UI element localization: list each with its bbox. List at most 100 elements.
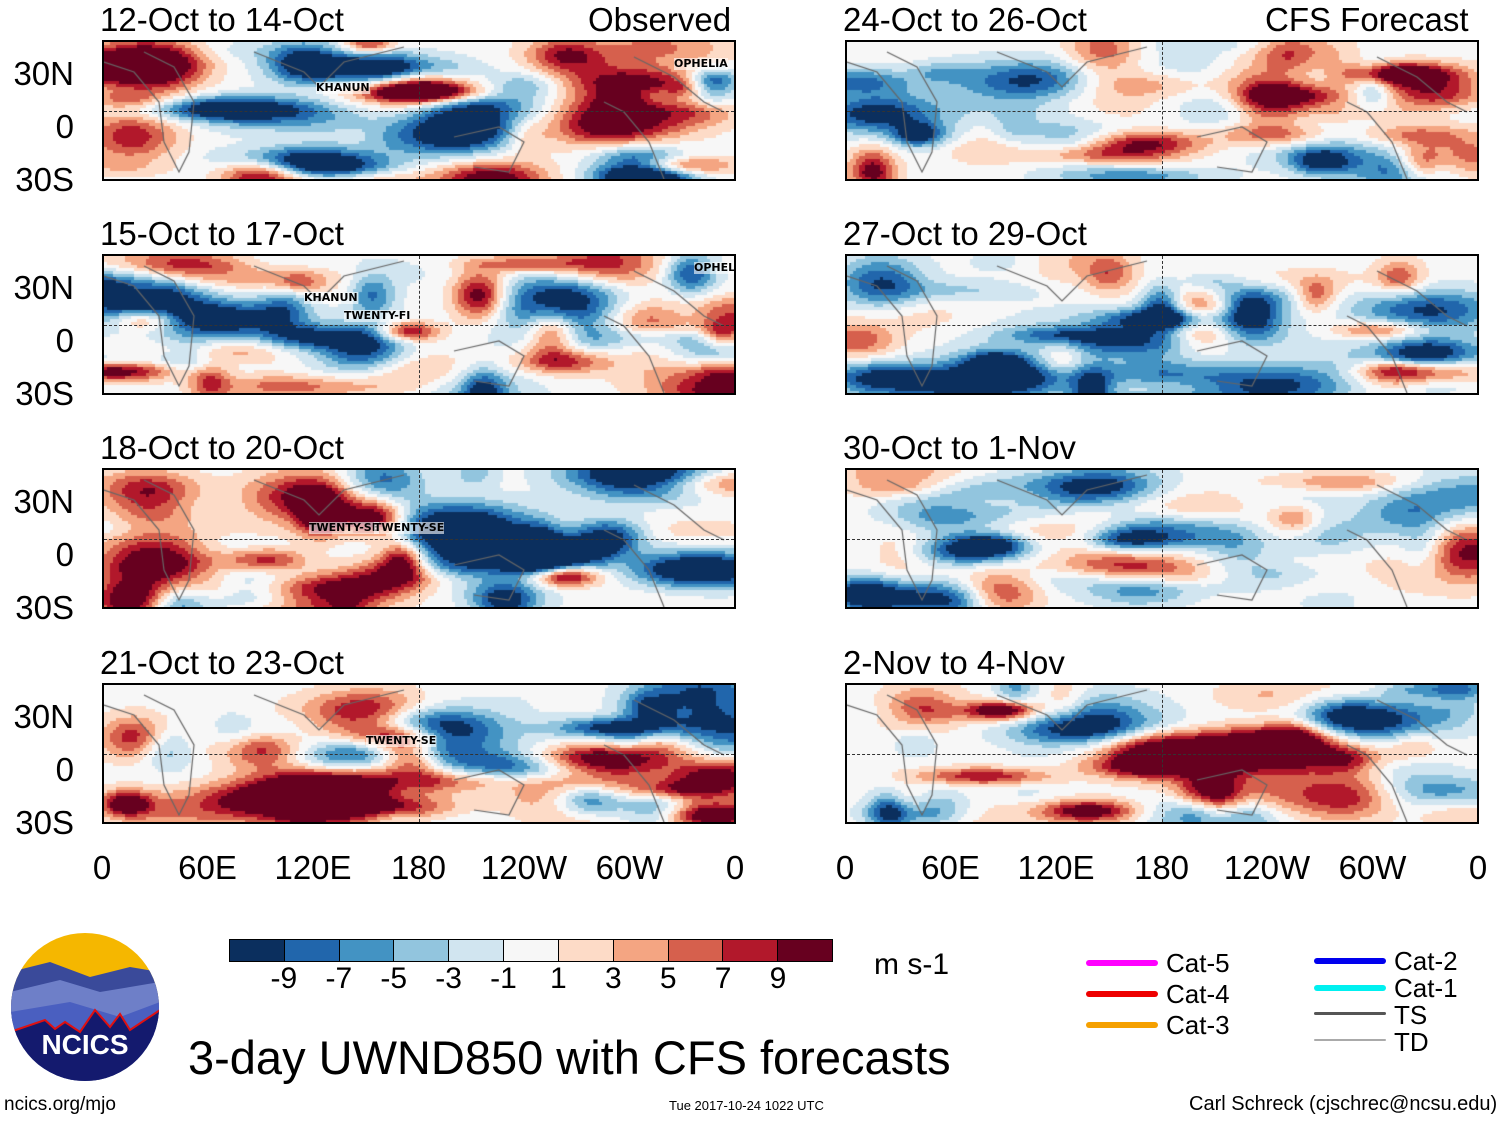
legend-line-cat-3 xyxy=(1086,1022,1158,1028)
panel-title: 21-Oct to 23-Oct xyxy=(100,644,344,681)
colorbar-swatch xyxy=(723,940,779,961)
colorbar-tick-label: -5 xyxy=(380,962,408,995)
observed-label: Observed xyxy=(588,1,732,38)
colorbar-tick-label: 1 xyxy=(550,962,567,995)
panel-title: 12-Oct to 14-Oct xyxy=(100,1,344,38)
legend-label: TD xyxy=(1394,1027,1429,1057)
lon-label: 60E xyxy=(921,849,980,886)
legend-label: TS xyxy=(1394,1000,1428,1030)
storm-label: KHANUN xyxy=(316,81,370,94)
legend-line-ts xyxy=(1314,1012,1386,1015)
forecast-label: CFS Forecast xyxy=(1265,1,1469,38)
lon-label: 120E xyxy=(1017,849,1095,886)
legend-label: Cat-2 xyxy=(1394,946,1458,976)
dateline xyxy=(419,42,420,179)
panel-title: 27-Oct to 29-Oct xyxy=(843,215,1087,252)
svg-text:NCICS: NCICS xyxy=(41,1029,128,1060)
lon-label: 0 xyxy=(835,849,855,886)
site-link[interactable]: ncics.org/mjo xyxy=(4,1094,116,1115)
lat-label: 30S xyxy=(15,161,74,198)
dateline xyxy=(1162,42,1163,179)
colorbar-tick-label: -7 xyxy=(325,962,353,995)
panel-title: 30-Oct to 1-Nov xyxy=(843,429,1076,466)
lon-label: 120W xyxy=(480,849,568,886)
legend-line-cat-1 xyxy=(1314,985,1386,991)
lon-label: 60W xyxy=(1338,849,1407,886)
panel-title: 15-Oct to 17-Oct xyxy=(100,215,344,252)
lat-label: 30S xyxy=(15,589,74,626)
lon-label: 180 xyxy=(390,849,447,886)
colorbar-swatch xyxy=(339,940,395,961)
legend-label: Cat-4 xyxy=(1166,979,1230,1009)
legend-label: Cat-3 xyxy=(1166,1010,1230,1040)
storm-label: TWENTY-FI xyxy=(344,309,411,322)
colorbar-swatch xyxy=(558,940,614,961)
storm-label: TWENTY-SE xyxy=(309,521,380,534)
ncics-logo: NCICS xyxy=(10,932,160,1082)
dateline xyxy=(1162,685,1163,822)
map-panel xyxy=(845,683,1479,824)
storm-label: KHANUN xyxy=(304,291,358,304)
panel-title: 18-Oct to 20-Oct xyxy=(100,429,344,466)
colorbar-unit: m s-1 xyxy=(874,948,949,981)
colorbar-tick-label: 5 xyxy=(659,962,677,995)
legend-label: Cat-5 xyxy=(1166,948,1230,978)
map-panel xyxy=(845,254,1479,395)
map-panel xyxy=(845,468,1479,609)
credit: Carl Schreck (cjschrec@ncsu.edu) xyxy=(1189,1093,1498,1115)
map-panel: KHANUN TWENTY-FI OPHELIA xyxy=(102,254,736,395)
map-panel: TWENTY-SE TWENTY-SE xyxy=(102,468,736,609)
lat-label: 30N xyxy=(13,698,74,735)
legend-line-cat-4 xyxy=(1086,991,1158,997)
colorbar-swatch xyxy=(504,940,559,961)
colorbar-tick-label: -1 xyxy=(490,962,517,995)
lat-label: 30N xyxy=(13,483,74,520)
dateline xyxy=(1162,470,1163,607)
lat-label: 0 xyxy=(55,322,74,359)
colorbar-tick-label: 3 xyxy=(604,962,622,995)
map-panel: KHANUN OPHELIA xyxy=(102,40,736,181)
lat-label: 30N xyxy=(13,55,74,92)
colorbar-swatch xyxy=(778,940,832,961)
dateline xyxy=(419,470,420,607)
colorbar-swatch xyxy=(613,940,669,961)
lon-label: 120E xyxy=(274,849,352,886)
dateline xyxy=(1162,256,1163,393)
colorbar-tick-label: 7 xyxy=(714,962,732,995)
colorbar-swatch xyxy=(449,940,505,961)
lat-label: 30S xyxy=(15,375,74,412)
lon-label: 0 xyxy=(92,849,112,886)
figure-title: 3-day UWND850 with CFS forecasts xyxy=(188,1031,951,1084)
lon-label: 60W xyxy=(595,849,664,886)
panel-title: 2-Nov to 4-Nov xyxy=(843,644,1065,681)
colorbar-swatch xyxy=(230,940,285,961)
dateline xyxy=(419,685,420,822)
timestamp: Tue 2017-10-24 1022 UTC xyxy=(669,1098,824,1113)
map-panel: TWENTY-SE xyxy=(102,683,736,824)
storm-label: TWENTY-SE xyxy=(366,734,437,747)
lon-label: 0 xyxy=(725,849,745,886)
lat-label: 30N xyxy=(13,269,74,306)
colorbar-swatch xyxy=(668,940,724,961)
lat-label: 0 xyxy=(55,536,74,573)
lat-label: 0 xyxy=(55,108,74,145)
colorbar xyxy=(229,939,833,962)
lon-label: 180 xyxy=(1133,849,1190,886)
storm-label: TWENTY-SE xyxy=(374,521,445,534)
lon-label: 120W xyxy=(1223,849,1311,886)
legend-line-cat-2 xyxy=(1314,958,1386,964)
map-panel xyxy=(845,40,1479,181)
colorbar-swatch xyxy=(394,940,450,961)
lat-label: 0 xyxy=(55,751,74,788)
colorbar-tick-label: -3 xyxy=(435,962,462,995)
lon-label: 0 xyxy=(1468,849,1488,886)
colorbar-tick-label: -9 xyxy=(270,962,298,995)
legend-line-td xyxy=(1314,1039,1386,1041)
legend-line-cat-5 xyxy=(1086,960,1158,966)
storm-label: OPHELIA xyxy=(674,57,728,70)
colorbar-tick-label: 9 xyxy=(769,962,787,995)
lat-label: 30S xyxy=(15,804,74,841)
lon-label: 60E xyxy=(178,849,237,886)
legend-label: Cat-1 xyxy=(1394,973,1458,1003)
